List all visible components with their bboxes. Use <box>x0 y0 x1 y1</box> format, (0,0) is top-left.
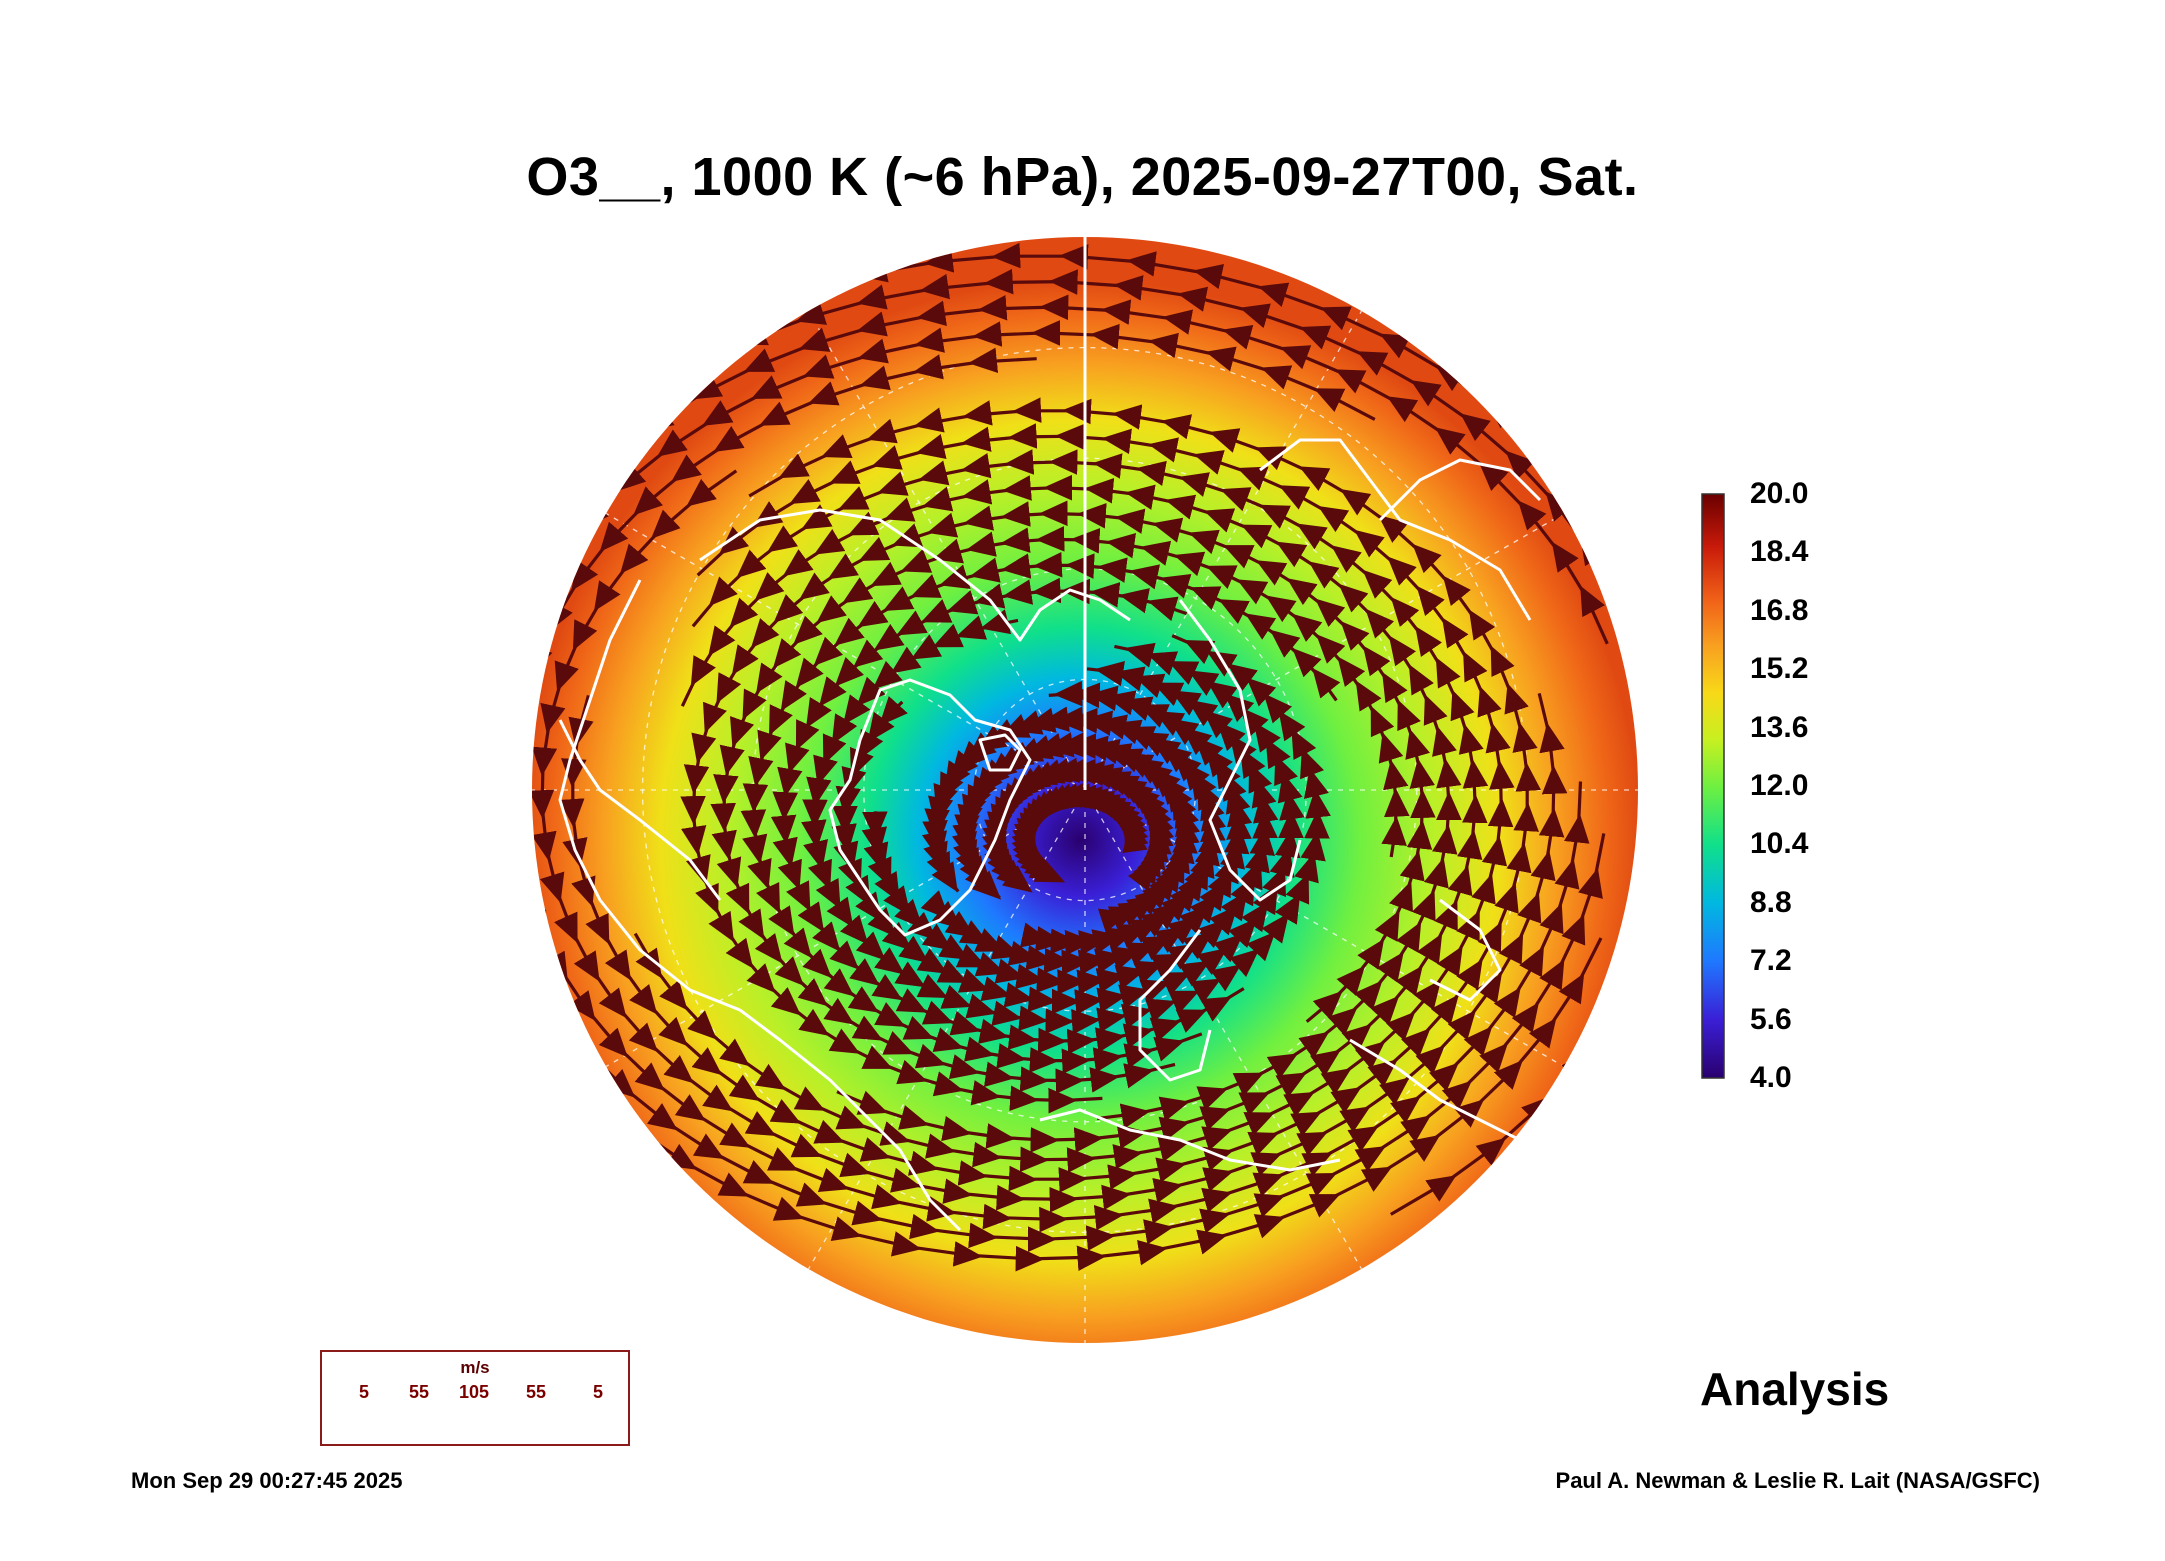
colorbar <box>1701 493 1725 1079</box>
credit: Paul A. Newman & Leslie R. Lait (NASA/GS… <box>1555 1468 2040 1493</box>
streamline-arrow <box>532 964 534 979</box>
wind-legend-value: 5 <box>592 1382 604 1402</box>
wind-legend-unit: m/s <box>460 1358 490 1377</box>
colorbar-tick-label: 4.0 <box>1750 1061 1792 1094</box>
colorbar-tick-label: 12.0 <box>1750 769 1809 802</box>
colorbar-tick-label: 7.2 <box>1750 944 1792 978</box>
wind-legend-value: 55 <box>408 1382 430 1402</box>
streamline-arrow <box>1136 259 1151 268</box>
wind-legend-value: 55 <box>525 1382 547 1402</box>
analysis-label: Analysis <box>1700 1363 1890 1415</box>
colorbar-tick-label: 16.8 <box>1750 593 1809 627</box>
colorbar-tick-label: 5.6 <box>1750 1002 1792 1036</box>
streamline-arrow <box>447 774 456 788</box>
colorbar-tick-label: 20.0 <box>1750 477 1809 510</box>
colorbar-tick-label: 15.2 <box>1750 652 1809 686</box>
colorbar-tick-label: 8.8 <box>1750 885 1792 919</box>
wind-legend-value: 5 <box>358 1382 370 1402</box>
streamline <box>532 242 1638 1216</box>
colorbar-tick-label: 13.6 <box>1750 710 1809 744</box>
colorbar-tick-label: 10.4 <box>1750 827 1809 861</box>
map-title: O3__, 1000 K (~6 hPa), 2025-09-27T00, Sa… <box>526 147 1639 207</box>
wind-streamlines <box>447 242 1638 1272</box>
timestamp: Mon Sep 29 00:27:45 2025 <box>131 1468 403 1493</box>
coastlines <box>558 438 1561 1232</box>
wind-legend-value: 105 <box>458 1382 490 1402</box>
colorbar-tick-label: 18.4 <box>1750 535 1809 569</box>
wind-speed-legend: m/s 5 55 105 55 5 <box>320 1350 630 1446</box>
